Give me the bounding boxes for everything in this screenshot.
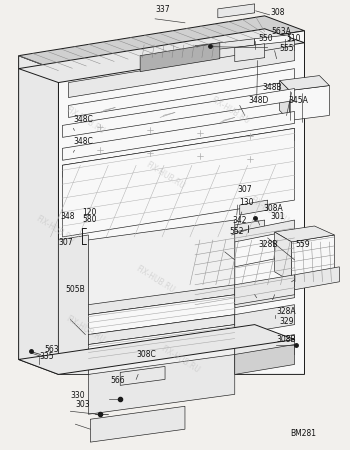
Polygon shape (88, 285, 235, 315)
Text: 342: 342 (232, 216, 247, 225)
Text: 550: 550 (259, 35, 273, 44)
Polygon shape (235, 345, 294, 374)
Polygon shape (275, 232, 292, 282)
Text: 329: 329 (280, 317, 294, 326)
Polygon shape (235, 44, 265, 62)
Text: 337: 337 (156, 5, 170, 14)
Polygon shape (289, 86, 329, 121)
Text: BM281: BM281 (290, 429, 316, 438)
Polygon shape (235, 220, 265, 237)
Text: 580: 580 (83, 215, 97, 224)
Polygon shape (19, 16, 304, 71)
Text: FIX-HUB.RU: FIX-HUB.RU (144, 160, 186, 191)
Polygon shape (275, 226, 334, 242)
Polygon shape (160, 41, 294, 66)
Text: FIX-HUB.RU: FIX-HUB.RU (64, 105, 106, 136)
Text: 335: 335 (39, 352, 54, 361)
Text: 307: 307 (238, 184, 252, 194)
Text: 348B: 348B (262, 83, 282, 92)
Text: 555: 555 (280, 45, 294, 54)
Polygon shape (68, 68, 294, 117)
Polygon shape (88, 315, 235, 345)
Text: 308: 308 (271, 8, 285, 17)
Polygon shape (62, 112, 294, 160)
Polygon shape (140, 43, 220, 72)
Text: 510: 510 (287, 35, 301, 44)
Polygon shape (88, 220, 235, 374)
Text: 308A: 308A (264, 204, 284, 213)
Polygon shape (294, 267, 339, 290)
Polygon shape (235, 285, 294, 308)
Text: FIX-HUB.RU: FIX-HUB.RU (134, 264, 176, 295)
Text: 130: 130 (239, 198, 254, 207)
Polygon shape (62, 128, 294, 177)
Text: 345A: 345A (288, 96, 308, 105)
Polygon shape (195, 220, 294, 250)
Polygon shape (88, 324, 235, 364)
Polygon shape (90, 406, 185, 442)
Polygon shape (292, 235, 334, 282)
Text: FIX-HUB.RU: FIX-HUB.RU (248, 194, 290, 225)
Text: 301: 301 (271, 212, 285, 220)
Polygon shape (235, 275, 294, 305)
Polygon shape (280, 76, 329, 90)
Text: 328B: 328B (259, 240, 278, 249)
Text: 552: 552 (229, 227, 244, 236)
Polygon shape (88, 355, 235, 414)
Polygon shape (195, 240, 235, 310)
Text: 563: 563 (44, 345, 59, 354)
Polygon shape (255, 35, 289, 47)
Text: 303: 303 (76, 400, 90, 409)
Text: 559: 559 (295, 240, 310, 249)
Polygon shape (195, 39, 255, 54)
Polygon shape (19, 29, 304, 82)
Polygon shape (280, 81, 289, 121)
Text: 348D: 348D (248, 96, 268, 105)
Text: 563A: 563A (271, 27, 291, 36)
Polygon shape (240, 200, 268, 215)
Text: FIX-HUB.RU: FIX-HUB.RU (159, 344, 201, 375)
Polygon shape (62, 89, 294, 137)
Text: FIX-HUB.RU: FIX-HUB.RU (35, 215, 76, 245)
Text: 307: 307 (58, 238, 73, 248)
Polygon shape (58, 235, 88, 374)
Text: FIX-HUB.RU: FIX-HUB.RU (209, 95, 251, 126)
Polygon shape (235, 230, 294, 300)
Text: 348C: 348C (74, 115, 94, 124)
Polygon shape (218, 4, 255, 18)
Polygon shape (235, 305, 294, 334)
Polygon shape (19, 324, 294, 374)
Text: FIX-HUB.RU: FIX-HUB.RU (64, 314, 106, 345)
Text: 505B: 505B (65, 285, 85, 294)
Polygon shape (19, 56, 58, 374)
Polygon shape (235, 334, 294, 365)
Polygon shape (58, 31, 304, 374)
Polygon shape (68, 46, 294, 98)
Polygon shape (120, 366, 165, 385)
Polygon shape (62, 128, 294, 237)
Text: 348C: 348C (74, 137, 94, 146)
Text: 308C: 308C (136, 351, 156, 360)
Polygon shape (88, 295, 235, 334)
Text: 330: 330 (70, 391, 85, 400)
Text: 566: 566 (111, 377, 125, 386)
Polygon shape (195, 255, 294, 310)
Text: 308B: 308B (276, 335, 296, 344)
Text: 328A: 328A (276, 307, 296, 316)
Text: 120: 120 (83, 208, 97, 217)
Text: 348: 348 (60, 212, 75, 220)
